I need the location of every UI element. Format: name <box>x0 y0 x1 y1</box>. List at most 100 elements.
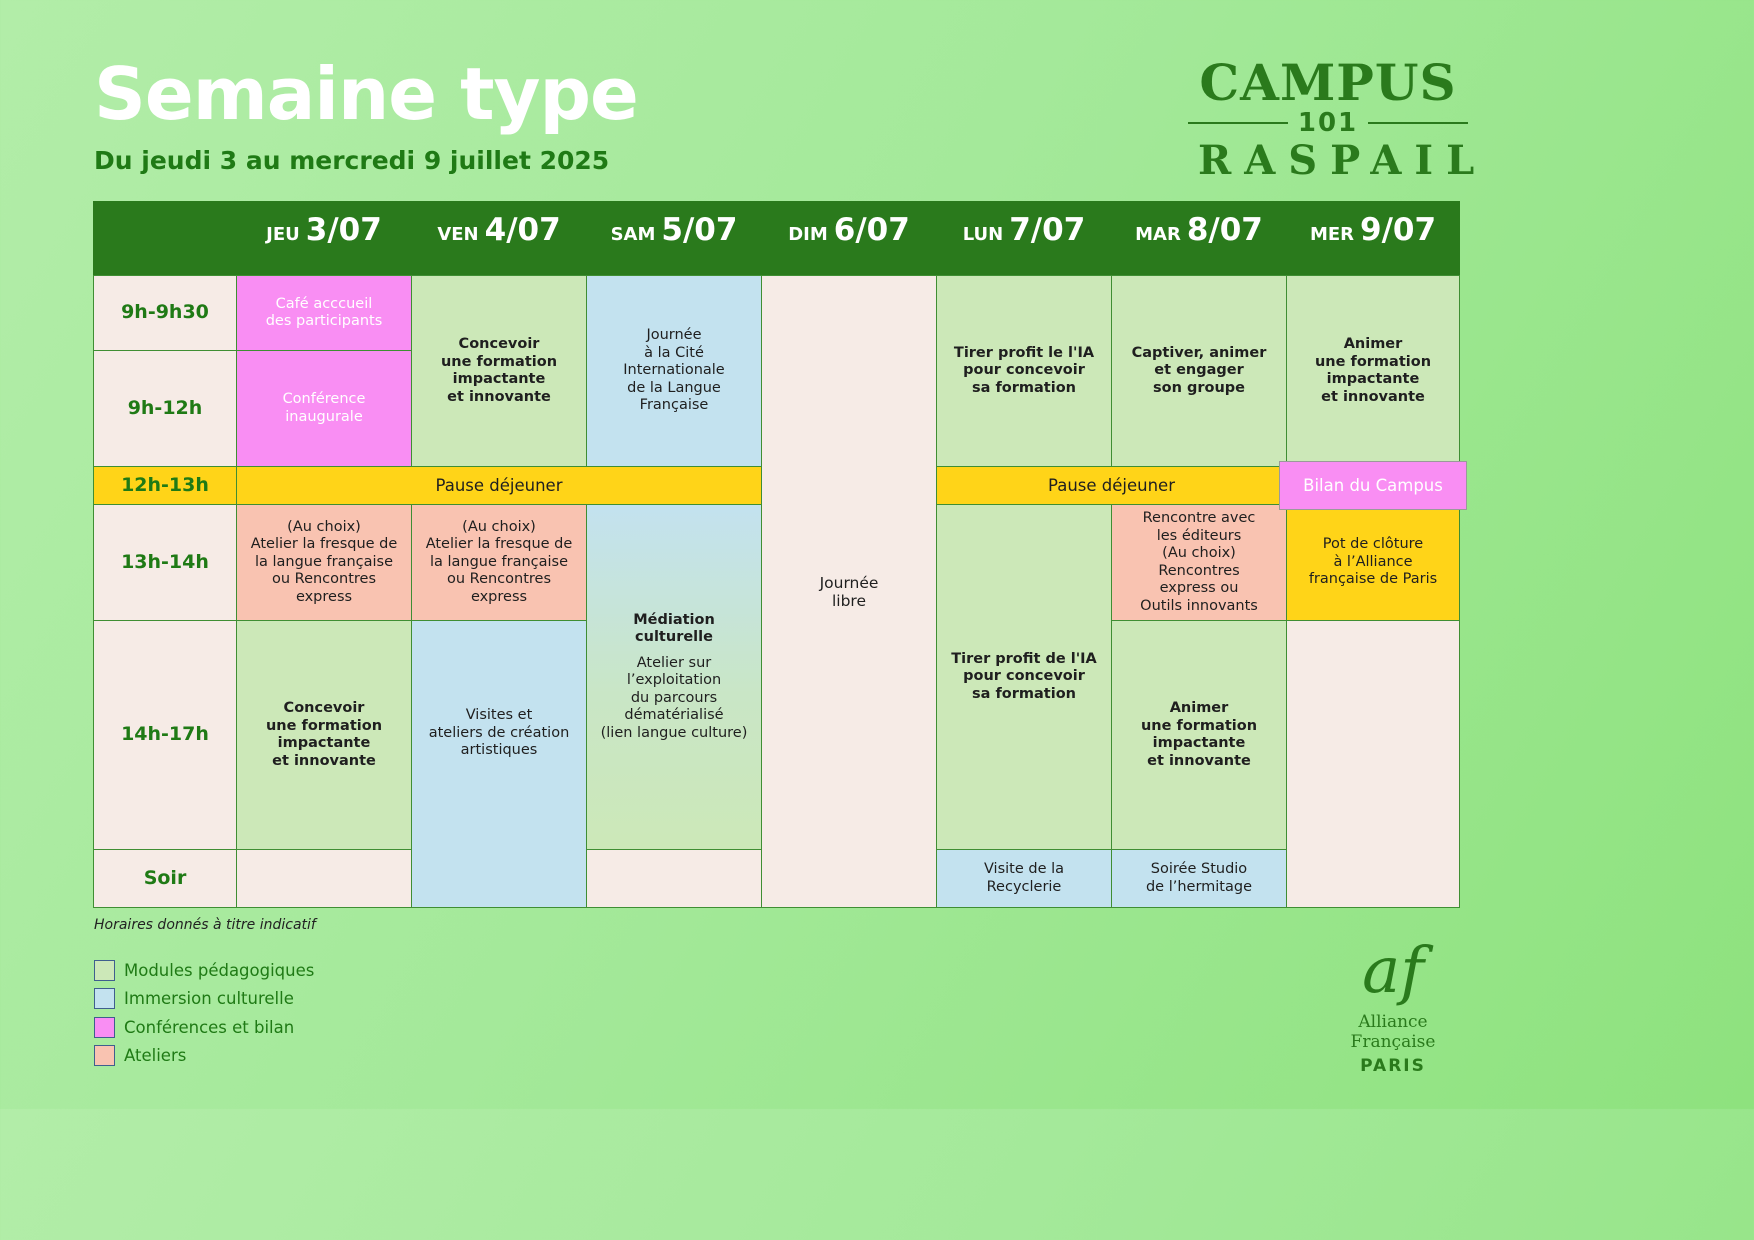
event-text: Journée libre <box>819 573 879 610</box>
page-subtitle: Du jeudi 3 au mercredi 9 juillet 2025 <box>94 146 610 175</box>
day-abbr: JEU <box>266 224 300 245</box>
event-text: Conférence inaugurale <box>282 391 366 425</box>
event-atelier-jeu: (Au choix) Atelier la fresque de la lang… <box>236 504 412 621</box>
af-city: PARIS <box>1360 1056 1426 1076</box>
event-rencontre-editeurs: Rencontre avec les éditeurs (Au choix) R… <box>1111 504 1287 621</box>
event-text: Atelier sur l’exploitation du parcours d… <box>600 654 748 741</box>
day-header-lun: LUN 7/07 <box>936 201 1112 276</box>
empty-cell-jeu-soir <box>236 849 412 908</box>
day-date: 4/07 <box>484 212 561 248</box>
day-header-mar: MAR 8/07 <box>1111 201 1287 276</box>
day-header-jeu: JEU 3/07 <box>236 201 412 276</box>
legend-label: Modules pédagogiques <box>124 960 315 980</box>
event-mediation-culturelle: Médiation culturelle Atelier sur l’explo… <box>586 504 762 850</box>
time-slot: 13h-14h <box>93 504 237 621</box>
day-abbr: VEN <box>437 224 479 245</box>
time-slot: 14h-17h <box>93 620 237 850</box>
campus-logo: CAMPUS 101 RASPAIL <box>1188 53 1488 184</box>
pause-dejeuner-left: Pause déjeuner <box>236 466 762 505</box>
event-text: Animer une formation impactante et innov… <box>1140 700 1258 769</box>
event-soiree-studio: Soirée Studio de l’hermitage <box>1111 849 1287 908</box>
event-module-lun-pm: Tirer profit de l'IA pour concevoir sa f… <box>936 504 1112 850</box>
event-text: Soirée Studio de l’hermitage <box>1145 861 1253 895</box>
logo-line-number: 101 <box>1297 108 1359 138</box>
event-bilan-campus: Bilan du Campus <box>1279 461 1467 510</box>
day-header-sam: SAM 5/07 <box>586 201 762 276</box>
page-title: Semaine type <box>94 52 639 136</box>
event-text: Journée à la Cité Internationale de la L… <box>623 327 725 414</box>
legend-swatch <box>94 1045 115 1067</box>
pause-dejeuner-right: Pause déjeuner <box>936 466 1287 505</box>
schedule-grid: JEU 3/07 VEN 4/07 SAM 5/07 DIM 6/07 LUN 7/07 … <box>93 201 1467 908</box>
event-text: Rencontre avec les éditeurs (Au choix) R… <box>1140 510 1258 614</box>
empty-cell-sam-soir <box>586 849 762 908</box>
schedule-note: Horaires donnés à titre indicatif <box>94 917 316 933</box>
event-text: (Au choix) Atelier la fresque de la lang… <box>425 518 573 605</box>
day-date: 8/07 <box>1186 212 1263 248</box>
event-text: (Au choix) Atelier la fresque de la lang… <box>250 518 398 605</box>
legend-label: Ateliers <box>124 1046 187 1066</box>
event-module-mar-am: Captiver, animer et engager son groupe <box>1111 275 1287 467</box>
day-abbr: MER <box>1309 224 1355 245</box>
logo-line-campus: CAMPUS <box>1199 53 1457 112</box>
event-module-ven-am: Concevoir une formation impactante et in… <box>411 275 587 467</box>
af-monogram: af <box>1362 934 1424 1008</box>
day-date: 5/07 <box>661 212 738 248</box>
event-journee-libre: Journée libre <box>761 275 937 908</box>
event-module-jeu-pm: Concevoir une formation impactante et in… <box>236 620 412 850</box>
time-slot: 9h-12h <box>93 350 237 467</box>
logo-rule-right <box>1368 122 1468 124</box>
day-abbr: LUN <box>962 224 1004 245</box>
day-date: 6/07 <box>833 212 910 248</box>
day-date: 3/07 <box>305 212 382 248</box>
time-slot: 9h-9h30 <box>93 275 237 351</box>
event-text: Café acccueil des participants <box>265 295 383 330</box>
logo-line-raspail: RASPAIL <box>1198 137 1488 184</box>
time-slot: 12h-13h <box>93 466 237 505</box>
event-text: Animer une formation impactante et innov… <box>1314 336 1432 405</box>
legend-swatch <box>94 1016 115 1038</box>
legend-item-immersion: Immersion culturelle <box>94 985 314 1014</box>
event-text: Pot de clôture à l’Alliance française de… <box>1308 536 1438 588</box>
header-corner <box>93 201 237 276</box>
legend-swatch <box>94 988 115 1010</box>
legend-item-conferences: Conférences et bilan <box>94 1013 314 1042</box>
event-visite-recyclerie: Visite de la Recyclerie <box>936 849 1112 908</box>
day-date: 7/07 <box>1009 212 1086 248</box>
af-name: Alliance Française <box>1350 1012 1436 1052</box>
alliance-francaise-logo: af Alliance Française PARIS <box>1316 936 1470 1076</box>
empty-cell-mer-pm <box>1286 620 1460 908</box>
legend: Modules pédagogiques Immersion culturell… <box>94 956 314 1070</box>
day-date: 9/07 <box>1360 212 1437 248</box>
legend-label: Immersion culturelle <box>124 989 294 1009</box>
event-module-mer-am: Animer une formation impactante et innov… <box>1286 275 1460 467</box>
legend-swatch <box>94 959 115 981</box>
time-slot: Soir <box>93 849 237 908</box>
legend-item-modules: Modules pédagogiques <box>94 956 314 985</box>
event-text: Tirer profit le l'IA pour concevoir sa f… <box>953 344 1095 396</box>
event-title: Médiation culturelle <box>633 611 715 646</box>
event-cafe-accueil: Café acccueil des participants <box>236 275 412 351</box>
day-abbr: SAM <box>610 224 656 245</box>
event-conference-inaugurale: Conférence inaugurale <box>236 350 412 467</box>
event-pot-cloture: Pot de clôture à l’Alliance française de… <box>1286 504 1460 621</box>
event-text: Concevoir une formation impactante et in… <box>265 700 383 769</box>
event-cite-langue: Journée à la Cité Internationale de la L… <box>586 275 762 467</box>
event-visites-ateliers: Visites et ateliers de création artistiq… <box>411 620 587 908</box>
day-abbr: DIM <box>788 224 828 245</box>
event-text: Captiver, animer et engager son groupe <box>1131 344 1267 396</box>
event-module-mar-pm: Animer une formation impactante et innov… <box>1111 620 1287 850</box>
event-text: Visite de la Recyclerie <box>983 861 1065 895</box>
day-abbr: MAR <box>1135 224 1181 245</box>
event-text: Visites et ateliers de création artistiq… <box>428 707 570 758</box>
event-module-lun-am: Tirer profit le l'IA pour concevoir sa f… <box>936 275 1112 467</box>
event-atelier-ven: (Au choix) Atelier la fresque de la lang… <box>411 504 587 621</box>
day-header-dim: DIM 6/07 <box>761 201 937 276</box>
legend-item-ateliers: Ateliers <box>94 1042 314 1071</box>
event-text: Concevoir une formation impactante et in… <box>440 336 558 405</box>
logo-middle-row: 101 <box>1188 108 1468 138</box>
event-text: Tirer profit de l'IA pour concevoir sa f… <box>951 650 1097 702</box>
day-header-mer: MER 9/07 <box>1286 201 1460 276</box>
day-header-ven: VEN 4/07 <box>411 201 587 276</box>
legend-label: Conférences et bilan <box>124 1017 295 1037</box>
